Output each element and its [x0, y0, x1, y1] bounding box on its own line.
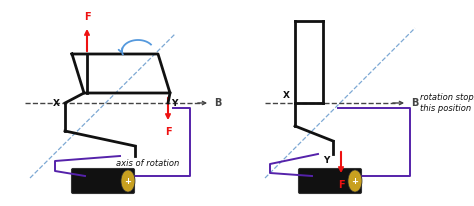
Text: Y: Y — [171, 98, 177, 108]
Ellipse shape — [121, 170, 135, 192]
Text: rotation stops in
this position: rotation stops in this position — [420, 93, 474, 113]
FancyBboxPatch shape — [72, 169, 135, 193]
Text: B: B — [214, 98, 221, 108]
Ellipse shape — [348, 170, 362, 192]
Text: Y: Y — [324, 156, 330, 165]
Text: B: B — [411, 98, 419, 108]
Text: X: X — [283, 91, 290, 100]
FancyBboxPatch shape — [299, 169, 362, 193]
Text: +: + — [352, 177, 358, 185]
Text: X: X — [53, 98, 60, 108]
Text: axis of rotation: axis of rotation — [117, 159, 180, 169]
Text: F: F — [337, 180, 344, 190]
Text: +: + — [125, 177, 131, 185]
Text: F: F — [164, 127, 171, 137]
Text: F: F — [84, 12, 91, 22]
